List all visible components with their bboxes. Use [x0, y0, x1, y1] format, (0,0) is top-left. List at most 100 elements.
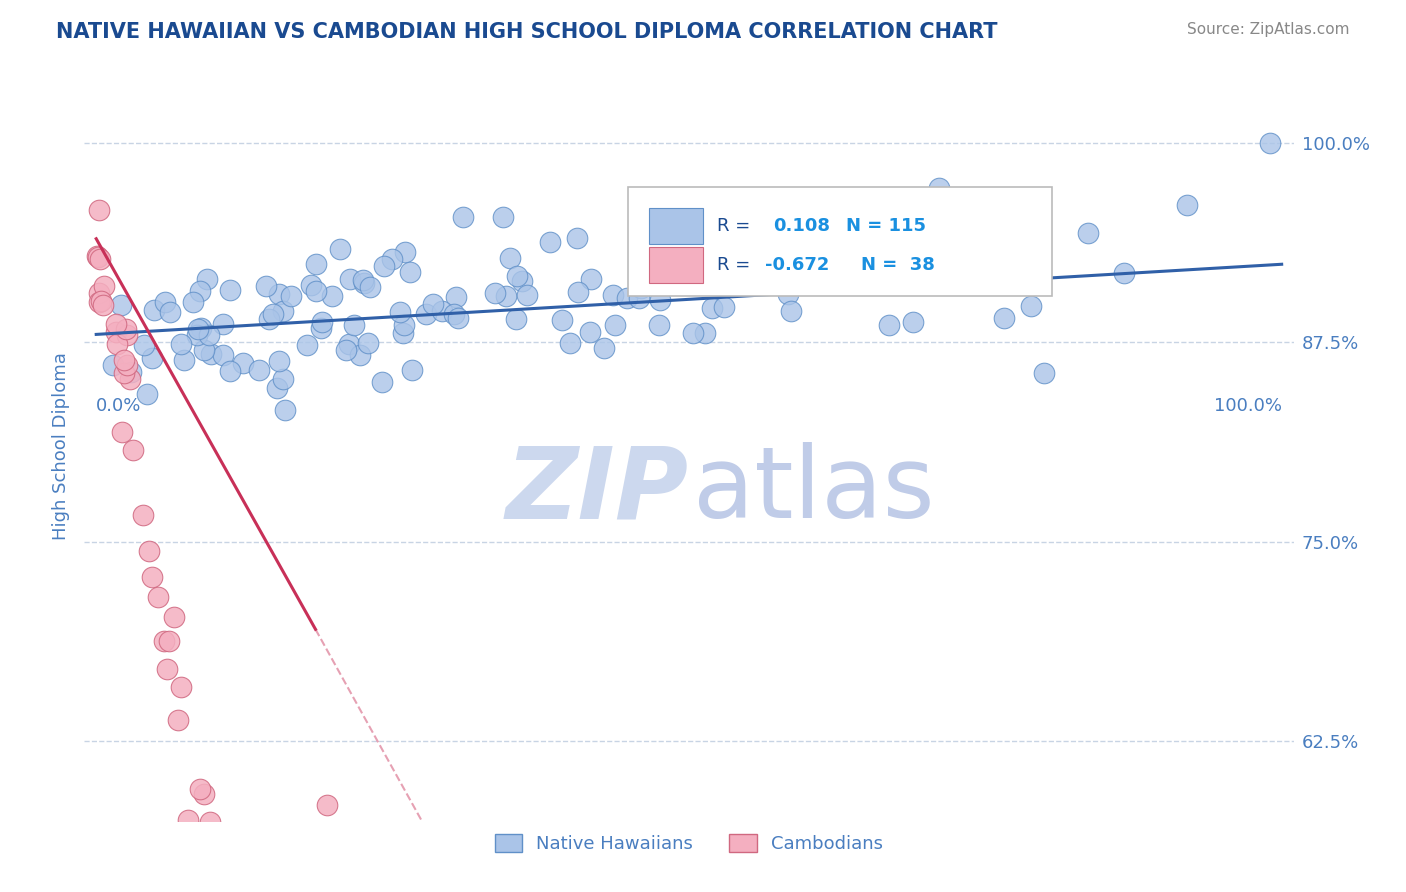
Point [247, 362, 270, 376]
Point [305, 257, 328, 271]
Point [114, 366, 136, 380]
Point [193, 343, 215, 357]
Point [204, 854, 226, 868]
Point [602, 288, 624, 302]
Point [181, 295, 204, 310]
Point [927, 269, 949, 284]
Point [499, 251, 522, 265]
Point [444, 290, 467, 304]
Point [1258, 136, 1281, 150]
Point [118, 372, 141, 386]
Point [232, 356, 254, 370]
Bar [650, 208, 703, 244]
Point [343, 318, 366, 332]
Point [120, 366, 142, 380]
Point [339, 272, 361, 286]
Point [381, 252, 404, 266]
Point [173, 353, 195, 368]
Text: Source: ZipAtlas.com: Source: ZipAtlas.com [1187, 22, 1350, 37]
Point [110, 298, 132, 312]
Point [274, 403, 297, 417]
Point [87, 202, 110, 217]
Point [721, 278, 744, 293]
Point [578, 325, 600, 339]
Point [510, 274, 533, 288]
Point [516, 287, 538, 301]
Point [311, 315, 333, 329]
Point [262, 307, 284, 321]
Text: ZIP: ZIP [506, 442, 689, 540]
Text: N =  38: N = 38 [860, 256, 935, 275]
Point [267, 353, 290, 368]
Point [567, 285, 589, 300]
Point [558, 336, 581, 351]
Point [505, 311, 527, 326]
Point [1019, 299, 1042, 313]
Point [349, 348, 371, 362]
Point [257, 312, 280, 326]
Point [195, 272, 218, 286]
Point [928, 181, 950, 195]
Point [254, 279, 277, 293]
Point [236, 854, 259, 868]
Text: NATIVE HAWAIIAN VS CAMBODIAN HIGH SCHOOL DIPLOMA CORRELATION CHART: NATIVE HAWAIIAN VS CAMBODIAN HIGH SCHOOL… [56, 22, 998, 42]
Point [371, 375, 394, 389]
Point [132, 508, 155, 522]
Point [901, 315, 924, 329]
Text: R =: R = [717, 217, 749, 235]
Point [1032, 366, 1054, 380]
Point [142, 303, 165, 318]
Text: 100.0%: 100.0% [1213, 397, 1282, 416]
Point [879, 318, 901, 332]
Point [90, 294, 112, 309]
Point [86, 249, 108, 263]
Point [316, 797, 339, 812]
Point [446, 310, 468, 325]
Point [309, 321, 332, 335]
Text: -0.672: -0.672 [765, 256, 830, 275]
Point [776, 287, 799, 301]
Point [430, 303, 453, 318]
Point [352, 273, 374, 287]
Point [648, 318, 671, 332]
Point [134, 338, 156, 352]
Point [593, 341, 616, 355]
Point [702, 301, 724, 315]
Point [731, 191, 754, 205]
Point [851, 272, 873, 286]
Point [353, 276, 375, 290]
Bar [650, 247, 703, 284]
Point [616, 291, 638, 305]
Point [280, 288, 302, 302]
Point [188, 782, 211, 797]
Point [394, 318, 416, 333]
Text: 0.0%: 0.0% [96, 397, 142, 416]
Point [104, 325, 127, 339]
Point [443, 307, 465, 321]
Point [105, 337, 128, 351]
Point [484, 285, 506, 300]
Point [506, 269, 529, 284]
Point [707, 268, 730, 282]
Point [115, 322, 138, 336]
Point [93, 279, 115, 293]
Point [648, 293, 671, 307]
Text: R =: R = [717, 256, 749, 275]
Point [177, 813, 200, 827]
Point [1112, 266, 1135, 280]
Point [337, 337, 360, 351]
Point [492, 210, 515, 224]
Point [198, 327, 221, 342]
Point [357, 336, 380, 351]
Point [567, 230, 589, 244]
Point [780, 304, 803, 318]
Point [167, 713, 190, 727]
Point [394, 244, 416, 259]
Y-axis label: High School Diploma: High School Diploma [52, 352, 70, 540]
Point [136, 387, 159, 401]
Point [538, 235, 561, 249]
Point [682, 326, 704, 341]
Point [186, 328, 208, 343]
Point [415, 307, 437, 321]
Point [219, 283, 242, 297]
